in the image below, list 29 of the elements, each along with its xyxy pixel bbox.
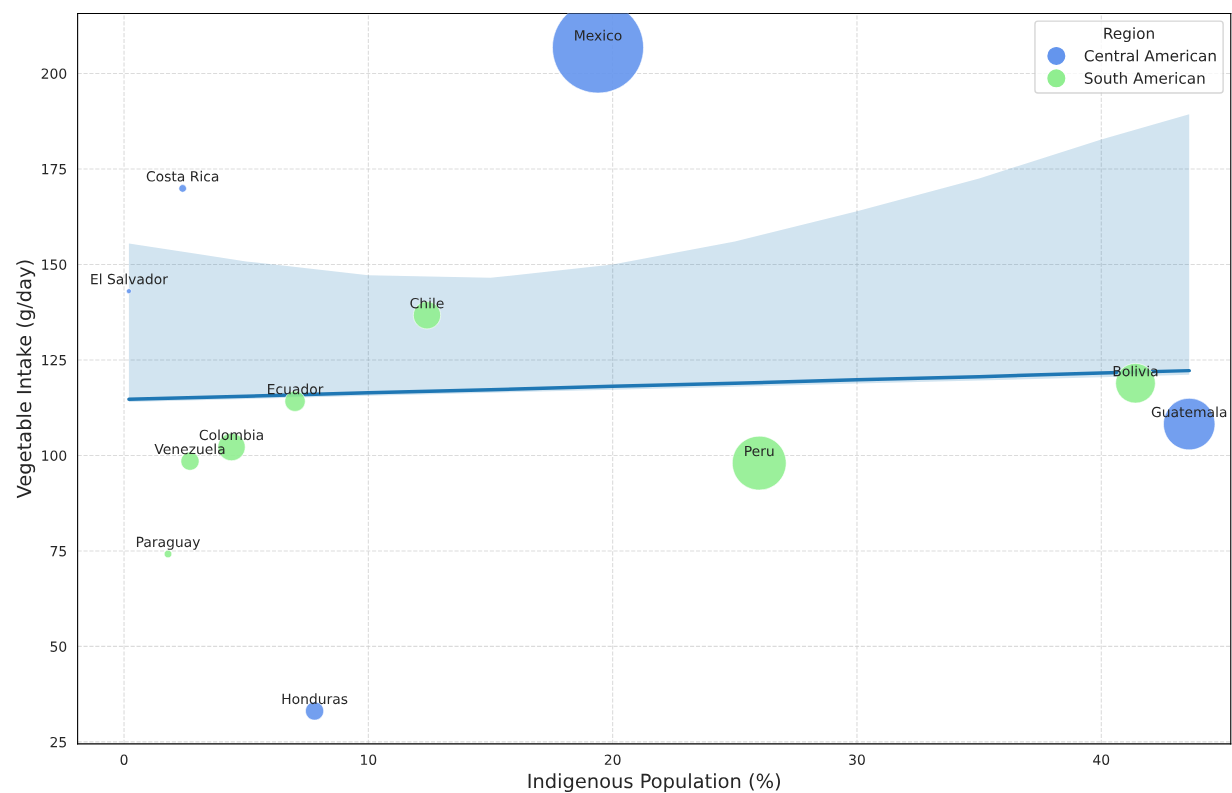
annotation: Costa Rica xyxy=(146,170,219,182)
annotation: Honduras xyxy=(282,693,348,705)
annotation: El Salvador xyxy=(91,273,168,285)
x-tick-label: 20 xyxy=(604,754,621,765)
y-tick-label: 150 xyxy=(42,259,67,270)
annotation: Venezuela xyxy=(154,443,225,455)
annotation: Ecuador xyxy=(268,383,324,395)
x-tick-label: 10 xyxy=(361,754,377,765)
legend-label: South American xyxy=(1084,72,1205,84)
y-tick-label: 175 xyxy=(42,164,66,175)
y-tick-label: 125 xyxy=(42,354,66,366)
y-tick-label: 100 xyxy=(42,450,67,461)
legend-title: Region xyxy=(1104,27,1154,43)
y-tick-label: 50 xyxy=(50,641,67,652)
annotation: Mexico xyxy=(575,29,622,41)
x-axis-title: Indigenous Population (%) xyxy=(528,773,780,793)
y-tick-label: 25 xyxy=(50,736,66,748)
y-axis-title: Vegetable Intake (g/day) xyxy=(16,260,36,499)
annotation: Paraguay xyxy=(136,536,201,550)
annotation: Colombia xyxy=(199,429,263,441)
x-tick-label: 0 xyxy=(120,754,128,765)
y-tick-label: 75 xyxy=(50,546,66,557)
y-tick-label: 200 xyxy=(41,68,67,79)
legend-label: Central American xyxy=(1084,49,1216,62)
x-tick-label: 40 xyxy=(1093,754,1110,765)
annotation: Bolivia xyxy=(1113,365,1158,377)
annotation: Chile xyxy=(410,297,444,309)
annotation: Peru xyxy=(745,445,774,457)
x-tick-label: 30 xyxy=(849,754,865,765)
